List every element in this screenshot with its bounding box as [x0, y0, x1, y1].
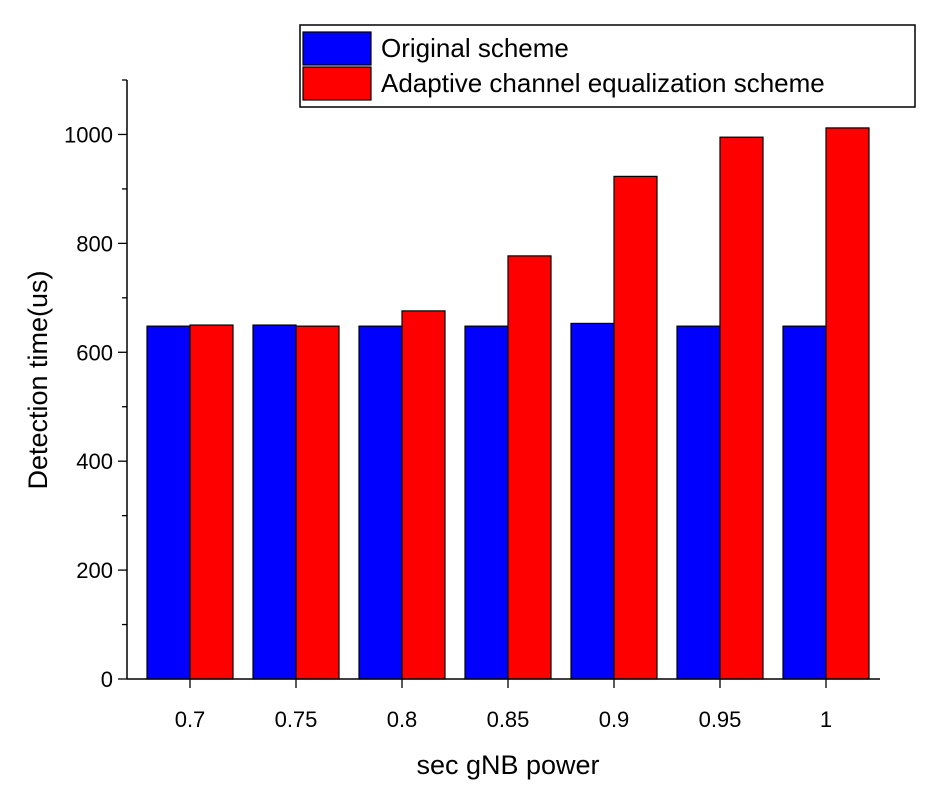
bar-original-0.75 — [252, 324, 297, 680]
x-tick-label: 0.75 — [275, 707, 318, 732]
y-axis-title: Detection time(us) — [23, 270, 53, 489]
bar-original-0.9 — [570, 322, 615, 680]
y-tick-label: 400 — [76, 449, 113, 474]
legend-label-adaptive: Adaptive channel equalization scheme — [381, 68, 825, 98]
bars-layer — [146, 127, 870, 680]
bar-original-1 — [782, 325, 827, 680]
bar-original-0.7 — [146, 325, 191, 680]
x-tick-label: 0.8 — [387, 707, 418, 732]
y-tick-label: 600 — [76, 340, 113, 365]
x-tick-label: 0.7 — [175, 707, 206, 732]
bar-original-0.95 — [676, 325, 721, 680]
bar-adaptive-0.8 — [401, 310, 446, 680]
legend-swatch-original — [302, 31, 372, 66]
x-tick-label: 0.85 — [487, 707, 530, 732]
bar-adaptive-0.7 — [189, 324, 234, 680]
y-tick-label: 200 — [76, 558, 113, 583]
legend: Original scheme Adaptive channel equaliza… — [299, 24, 916, 108]
bar-adaptive-0.85 — [507, 255, 552, 680]
legend-frame — [299, 24, 916, 108]
axes-layer — [126, 80, 880, 680]
bar-adaptive-0.95 — [719, 136, 764, 680]
x-ticks: 0.7 0.75 0.8 0.85 0.9 0.95 1 — [175, 679, 832, 732]
x-tick-label: 0.95 — [699, 707, 742, 732]
x-tick-label: 1 — [820, 707, 832, 732]
legend-label-original: Original scheme — [381, 33, 569, 63]
y-tick-label: 0 — [101, 667, 113, 692]
bar-original-0.8 — [358, 325, 403, 680]
legend-swatch-adaptive — [302, 66, 372, 101]
y-ticks: 0 200 400 600 800 1000 — [64, 79, 127, 692]
bar-adaptive-0.9 — [613, 175, 658, 680]
bar-original-0.85 — [464, 325, 509, 680]
x-tick-label: 0.9 — [599, 707, 630, 732]
x-axis-title: sec gNB power — [416, 750, 599, 780]
bar-adaptive-1 — [825, 127, 870, 680]
y-tick-label: 800 — [76, 231, 113, 256]
bar-adaptive-0.75 — [295, 325, 340, 680]
y-tick-label: 1000 — [64, 122, 113, 147]
